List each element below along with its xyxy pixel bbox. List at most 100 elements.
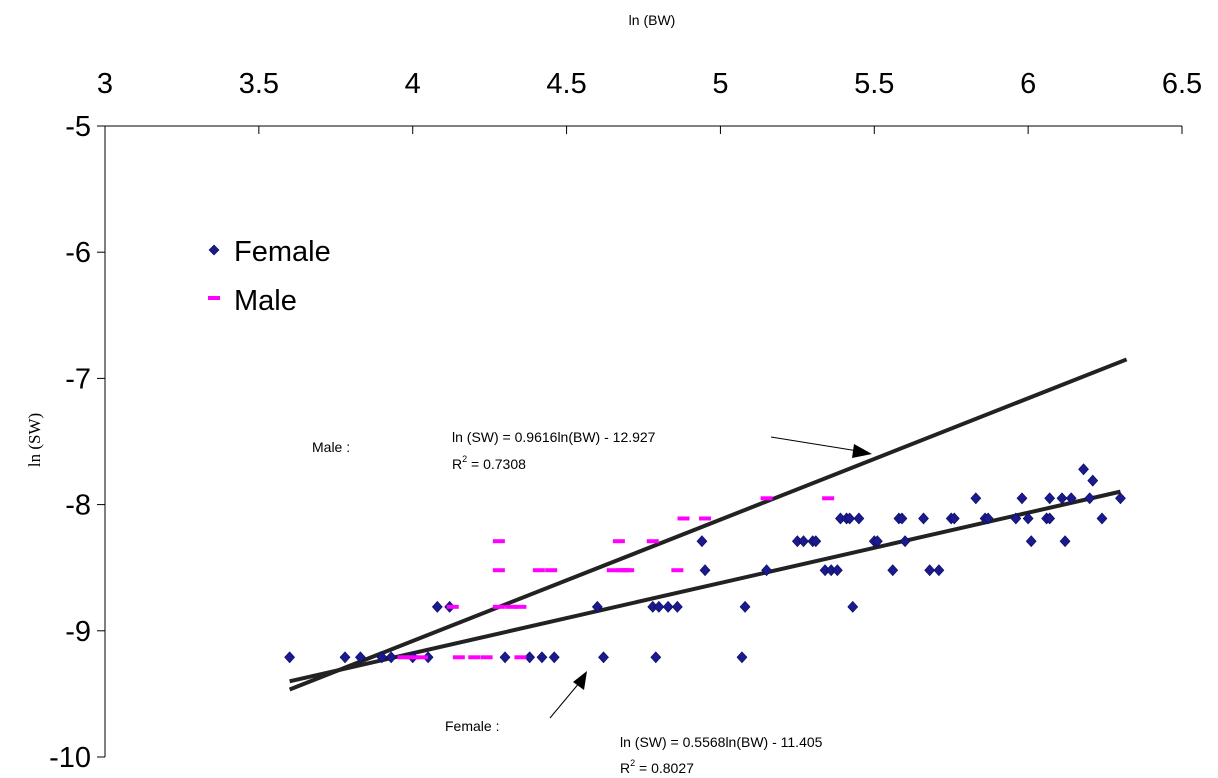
x-tick-label: 6.5 <box>1162 68 1202 100</box>
female-point <box>887 564 899 577</box>
female-point <box>948 512 960 525</box>
female-point <box>1059 535 1071 548</box>
female-point <box>761 564 772 577</box>
male-equation: ln (SW) = 0.9616ln(BW) - 12.927 <box>452 429 656 445</box>
female-point <box>1096 512 1108 525</box>
male-r2: R2 = 0.7308 <box>452 454 526 472</box>
male-annotation: Male : ln (SW) = 0.9616ln(BW) - 12.927 R… <box>312 429 872 472</box>
x-tick-label: 4 <box>405 68 421 100</box>
male-point <box>514 604 527 609</box>
male-point <box>480 655 493 660</box>
female-r2-sup: 2 <box>630 758 635 768</box>
y-tick-label: -6 <box>65 237 91 269</box>
female-point <box>982 512 994 525</box>
male-point <box>505 604 518 609</box>
male-arrow-head <box>852 444 872 458</box>
male-point <box>397 655 410 660</box>
female-point <box>847 600 859 613</box>
female-point <box>970 492 982 505</box>
x-tick-label: 3 <box>97 68 113 100</box>
female-point <box>598 651 609 664</box>
female-point <box>798 535 809 548</box>
male-point <box>612 539 625 544</box>
female-point <box>650 651 662 664</box>
female-point <box>810 535 822 548</box>
male-point <box>606 568 619 573</box>
female-point <box>1078 463 1089 476</box>
female-point <box>662 600 674 613</box>
y-tick-label: -5 <box>65 111 91 143</box>
female-point <box>1044 492 1056 505</box>
male-r2-prefix: R <box>452 456 462 472</box>
female-point <box>1115 492 1126 505</box>
female-r2-prefix: R <box>620 760 630 776</box>
axes <box>104 125 1182 757</box>
female-point <box>899 535 911 548</box>
female-point <box>1044 512 1056 525</box>
female-point <box>1025 535 1037 548</box>
female-point <box>548 651 560 664</box>
female-point <box>831 564 843 577</box>
female-point <box>671 600 683 613</box>
trendlines <box>288 357 1128 692</box>
female-point <box>499 651 511 664</box>
female-r2: R2 = 0.8027 <box>620 758 694 776</box>
data-points <box>284 463 1126 664</box>
female-annotation: Female : ln (SW) = 0.5568ln(BW) - 11.405… <box>445 671 823 776</box>
male-point <box>514 655 527 660</box>
female-annotation-label: Female : <box>445 718 499 734</box>
y-axis-title: ln (SW) <box>25 413 44 467</box>
x-ticks: 3 3.5 4 4.5 5 5.5 6 6.5 <box>97 68 1202 134</box>
female-point <box>853 512 865 525</box>
female-point <box>339 651 351 664</box>
legend: Female Male <box>208 236 331 317</box>
female-point <box>653 600 665 613</box>
male-point <box>406 655 419 660</box>
legend-female-label: Female <box>234 236 331 268</box>
y-tick-label: -9 <box>65 616 91 648</box>
male-point <box>699 516 712 521</box>
male-point <box>677 516 690 521</box>
female-point <box>933 564 945 577</box>
female-point <box>431 600 443 613</box>
female-point <box>696 535 708 548</box>
female-point <box>354 651 366 664</box>
female-point <box>1056 492 1068 505</box>
female-point <box>1022 512 1034 525</box>
y-tick-label: -8 <box>65 490 91 522</box>
female-point <box>739 600 751 613</box>
female-point <box>1010 512 1022 525</box>
female-r2-value: = 0.8027 <box>635 760 694 776</box>
male-point <box>822 496 835 501</box>
x-tick-label: 4.5 <box>546 68 586 100</box>
female-trendline <box>289 489 1121 684</box>
male-point <box>545 568 558 573</box>
female-point <box>1087 474 1099 487</box>
female-point <box>918 512 929 525</box>
male-point <box>532 568 545 573</box>
female-point <box>736 651 748 664</box>
female-point <box>1016 492 1028 505</box>
legend-male-label: Male <box>234 285 297 317</box>
male-point <box>646 539 659 544</box>
x-axis-title: ln (BW) <box>629 12 676 28</box>
legend-female-marker <box>208 244 220 256</box>
male-annotation-label: Male : <box>312 439 350 455</box>
male-trendline <box>288 357 1128 692</box>
female-point <box>1084 492 1096 505</box>
y-tick-label: -7 <box>65 363 91 395</box>
female-point <box>284 651 296 664</box>
x-tick-label: 5 <box>712 68 728 100</box>
female-point <box>896 512 908 525</box>
male-point <box>492 604 505 609</box>
x-tick-label: 6 <box>1020 68 1036 100</box>
female-point <box>871 535 883 548</box>
male-arrow-line <box>770 436 859 452</box>
male-point <box>492 568 505 573</box>
female-point <box>1065 492 1077 505</box>
male-r2-sup: 2 <box>462 454 467 464</box>
female-point <box>699 564 711 577</box>
x-tick-label: 5.5 <box>854 68 894 100</box>
male-point <box>468 655 481 660</box>
male-point <box>415 655 428 660</box>
